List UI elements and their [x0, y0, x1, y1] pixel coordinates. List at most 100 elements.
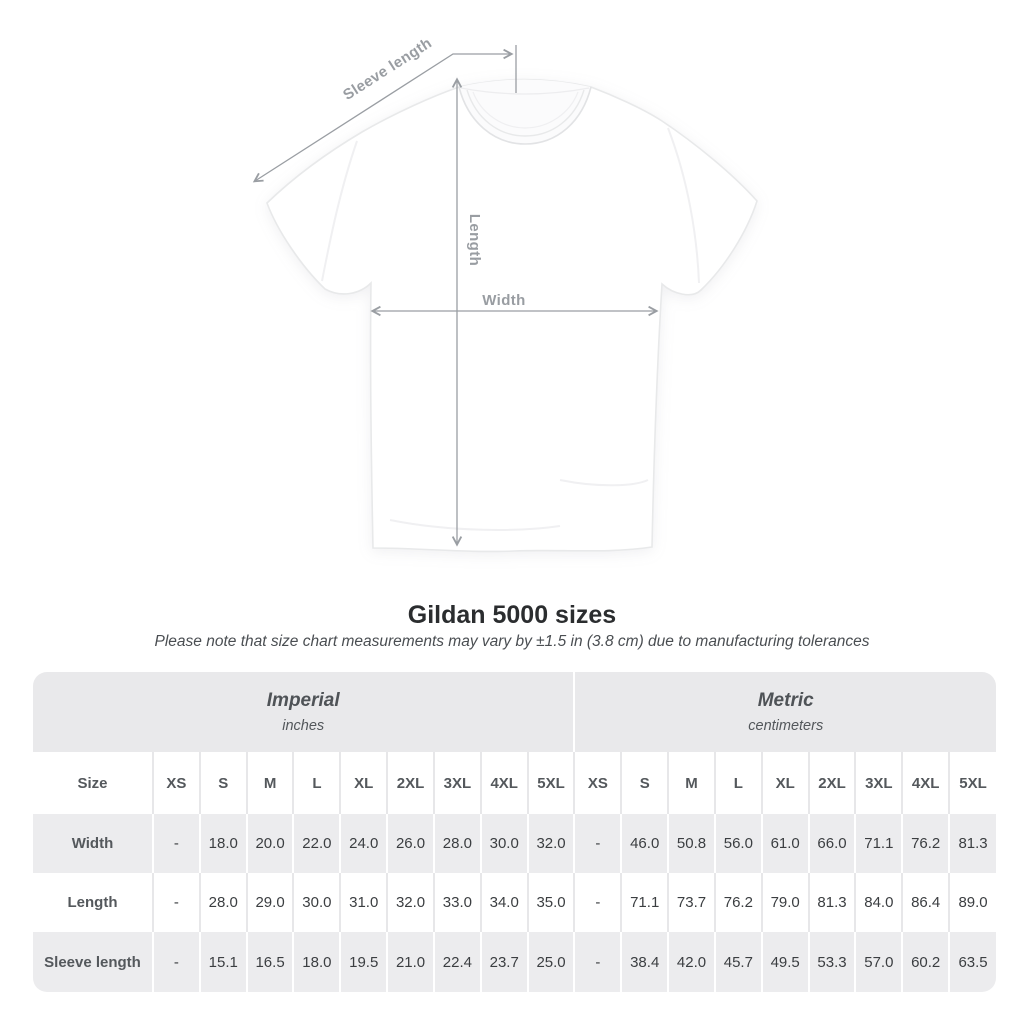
value-cell: 73.7	[667, 873, 715, 932]
value-cell: 21.0	[386, 932, 434, 992]
value-cell: 33.0	[432, 873, 481, 932]
sleeve-length-arrow	[252, 48, 514, 183]
units-header-row: Imperial inches Metric centimeters	[33, 672, 996, 752]
value-cell: 15.1	[198, 932, 247, 992]
size-header: XL	[339, 752, 388, 814]
size-header: L	[713, 752, 762, 814]
value-cell: 22.0	[292, 814, 341, 873]
page-title: Gildan 5000 sizes	[407, 601, 617, 629]
size-header: 4XL	[901, 752, 950, 814]
value-cell: -	[573, 873, 622, 932]
value-cell: 76.2	[901, 814, 950, 873]
value-cell: 35.0	[526, 873, 575, 932]
size-header: M	[667, 752, 715, 814]
size-header: 2XL	[386, 752, 434, 814]
value-cell: 32.0	[526, 814, 575, 873]
value-cell: 16.5	[245, 932, 294, 992]
value-cell: 32.0	[386, 873, 434, 932]
size-header: L	[292, 752, 341, 814]
metric-label: Metric	[757, 690, 814, 711]
metric-section-header: Metric centimeters	[573, 672, 996, 752]
value-cell: 34.0	[479, 873, 528, 932]
value-cell: 79.0	[760, 873, 809, 932]
value-cell: 49.5	[760, 932, 809, 992]
length-label: Length	[466, 214, 483, 266]
value-cell: 26.0	[386, 814, 434, 873]
size-header: XS	[573, 752, 622, 814]
size-header: 5XL	[948, 752, 996, 814]
value-cell: 38.4	[620, 932, 669, 992]
value-cell: -	[573, 932, 622, 992]
value-cell: 81.3	[948, 814, 996, 873]
sleeve-length-label: Sleeve length	[340, 35, 435, 104]
size-header: 4XL	[479, 752, 528, 814]
sleeve-length-row: Sleeve length - 15.1 16.5 18.0 19.5 21.0…	[33, 932, 996, 992]
value-cell: 86.4	[901, 873, 950, 932]
imperial-unit: inches	[282, 718, 325, 734]
value-cell: 81.3	[807, 873, 856, 932]
row-label: Length	[33, 873, 153, 932]
width-row: Width - 18.0 20.0 22.0 24.0 26.0 28.0 30…	[33, 814, 996, 873]
size-header: 2XL	[807, 752, 856, 814]
size-header: S	[198, 752, 247, 814]
value-cell: 84.0	[854, 873, 903, 932]
value-cell: 18.0	[292, 932, 341, 992]
value-cell: 28.0	[198, 873, 247, 932]
value-cell: 46.0	[620, 814, 669, 873]
value-cell: 31.0	[339, 873, 388, 932]
sizes-header-row: Size XS S M L XL 2XL 3XL 4XL 5XL XS S M …	[33, 752, 996, 814]
value-cell: 60.2	[901, 932, 950, 992]
value-cell: 66.0	[807, 814, 856, 873]
value-cell: 20.0	[245, 814, 294, 873]
size-header: XS	[152, 752, 200, 814]
width-dimension: Width	[370, 292, 659, 317]
hem-wrinkle-2	[559, 479, 649, 487]
value-cell: 24.0	[339, 814, 388, 873]
row-label: Sleeve length	[33, 932, 153, 992]
tshirt-body	[266, 78, 758, 553]
width-label: Width	[482, 292, 526, 309]
hem-wrinkle-1	[389, 519, 561, 531]
value-cell: 19.5	[339, 932, 388, 992]
value-cell: 71.1	[620, 873, 669, 932]
value-cell: 28.0	[432, 814, 481, 873]
size-header: S	[620, 752, 669, 814]
size-header: 3XL	[432, 752, 481, 814]
length-row: Length - 28.0 29.0 30.0 31.0 32.0 33.0 3…	[33, 873, 996, 932]
size-header: 3XL	[854, 752, 903, 814]
metric-unit: centimeters	[748, 718, 824, 734]
value-cell: -	[152, 932, 200, 992]
value-cell: 63.5	[948, 932, 996, 992]
value-cell: 45.7	[713, 932, 762, 992]
value-cell: -	[573, 814, 622, 873]
tshirt-diagram: Sleeve length Length Width	[252, 35, 758, 553]
value-cell: 29.0	[245, 873, 294, 932]
size-header: 5XL	[526, 752, 575, 814]
value-cell: 30.0	[479, 814, 528, 873]
value-cell: 53.3	[807, 932, 856, 992]
value-cell: 30.0	[292, 873, 341, 932]
value-cell: 42.0	[667, 932, 715, 992]
value-cell: -	[152, 873, 200, 932]
value-cell: 50.8	[667, 814, 715, 873]
tolerance-note: Please note that size chart measurements…	[154, 633, 870, 650]
value-cell: 89.0	[948, 873, 996, 932]
value-cell: 23.7	[479, 932, 528, 992]
value-cell: 57.0	[854, 932, 903, 992]
right-sleeve-crease	[667, 127, 700, 284]
value-cell: 56.0	[713, 814, 762, 873]
value-cell: 18.0	[198, 814, 247, 873]
size-chart-table: Imperial inches Metric centimeters Size …	[33, 672, 996, 992]
size-chart-table-container: Imperial inches Metric centimeters Size …	[33, 672, 996, 992]
row-label: Width	[33, 814, 153, 873]
size-header: XL	[760, 752, 809, 814]
value-cell: 71.1	[854, 814, 903, 873]
size-header: M	[245, 752, 294, 814]
tshirt-graphic	[266, 78, 758, 553]
value-cell: -	[152, 814, 200, 873]
imperial-section-header: Imperial inches	[33, 672, 575, 752]
imperial-label: Imperial	[266, 690, 340, 711]
size-corner-header: Size	[33, 752, 153, 814]
value-cell: 61.0	[760, 814, 809, 873]
